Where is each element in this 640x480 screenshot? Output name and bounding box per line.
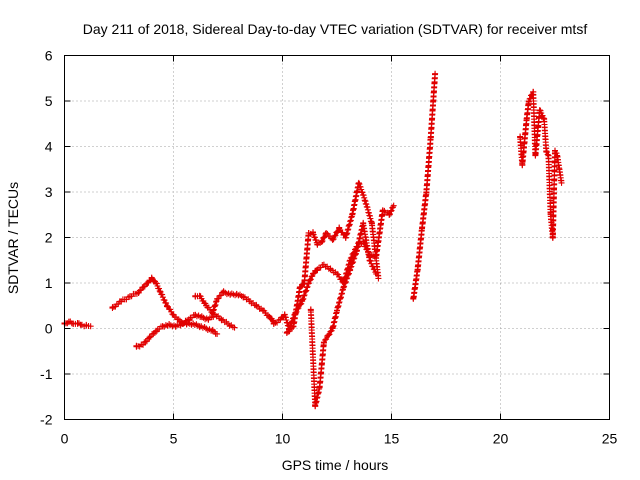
plot-area <box>61 70 565 410</box>
axes: -2 -1 0 1 2 3 4 5 6 0 5 10 15 20 25 <box>40 48 617 447</box>
x-tick-label: 10 <box>275 431 291 447</box>
series-trace <box>517 88 565 241</box>
x-tick-label: 20 <box>493 431 509 447</box>
series-seg1 <box>61 318 94 330</box>
series-trace <box>283 180 382 336</box>
y-tick-label: 1 <box>45 275 53 291</box>
series-trace <box>133 311 236 350</box>
series-trace <box>61 318 92 330</box>
y-tick-label: 4 <box>45 139 53 155</box>
series-trace <box>109 274 219 337</box>
chart-title: Day 211 of 2018, Sidereal Day-to-day VTE… <box>83 21 588 37</box>
y-tick-label: 6 <box>45 48 53 64</box>
x-tick-label: 5 <box>170 431 178 447</box>
series-seg7 <box>307 219 380 410</box>
grid <box>64 55 610 420</box>
y-tick-label: -2 <box>40 412 53 428</box>
series-trace <box>307 219 379 410</box>
series-seg9 <box>517 88 565 241</box>
y-tick-label: 5 <box>45 93 53 109</box>
y-tick-label: -1 <box>40 366 53 382</box>
series-seg2 <box>109 274 221 337</box>
y-axis-label: SDTVAR / TECUs <box>5 182 21 294</box>
y-tick-label: 0 <box>45 321 53 337</box>
series-seg4 <box>192 288 277 325</box>
y-tick-label: 3 <box>45 184 53 200</box>
series-seg6 <box>283 179 382 337</box>
x-tick-label: 25 <box>602 431 618 447</box>
y-tick-label: 2 <box>45 230 53 246</box>
x-tick-label: 15 <box>384 431 400 447</box>
x-axis-label: GPS time / hours <box>282 457 389 473</box>
x-tick-label: 0 <box>61 431 69 447</box>
series-trace <box>410 71 438 301</box>
series-trace <box>192 288 276 324</box>
series-seg3 <box>133 311 238 350</box>
series-seg8 <box>410 70 439 302</box>
